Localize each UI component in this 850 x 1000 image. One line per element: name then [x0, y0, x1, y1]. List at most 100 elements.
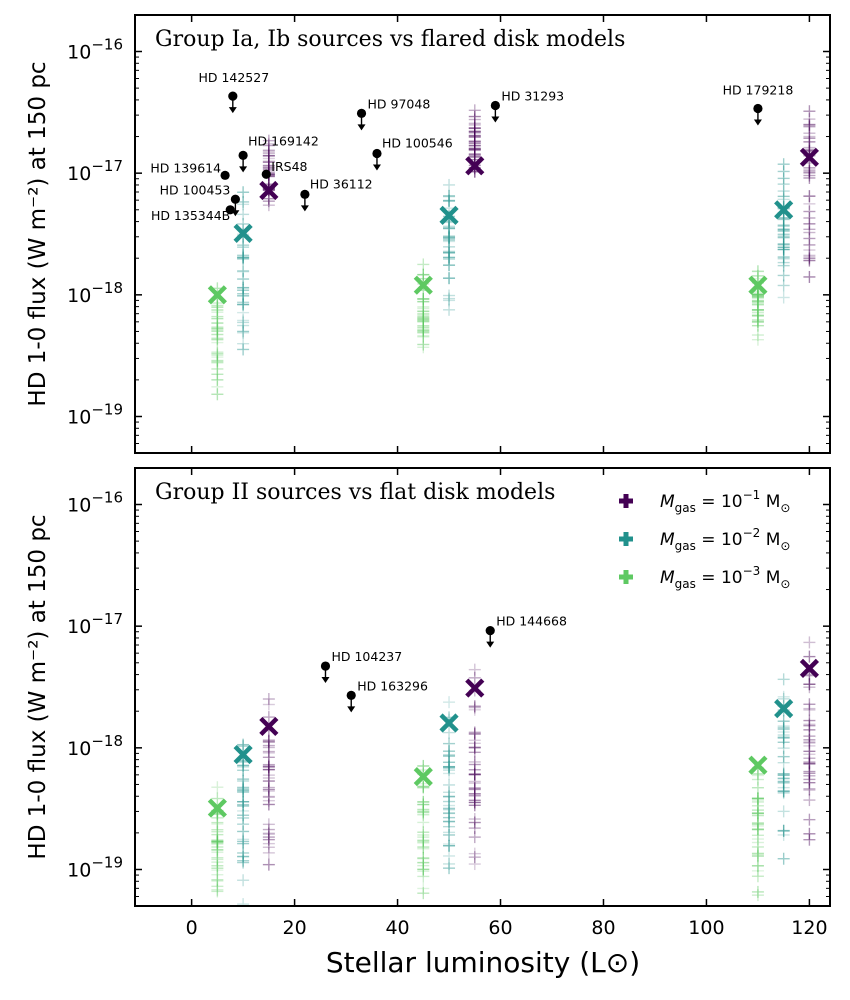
- model-point: [777, 223, 790, 236]
- model-point: [237, 846, 250, 859]
- model-point: [803, 730, 816, 743]
- model-point: [751, 792, 764, 805]
- model-point: [777, 731, 790, 744]
- upper-limit-arrowhead: [491, 116, 500, 123]
- model-point: [443, 790, 456, 803]
- source-label: HD 100546: [382, 136, 453, 151]
- model-point: [777, 213, 790, 226]
- model-point: [777, 243, 790, 256]
- model-point: [468, 135, 481, 148]
- model-point: [777, 279, 790, 292]
- model-point: [803, 166, 816, 179]
- model-point: [443, 802, 456, 815]
- model-point: [777, 243, 790, 256]
- model-point: [262, 823, 275, 836]
- model-point: [417, 326, 430, 339]
- model-point: [468, 734, 481, 747]
- model-point: [417, 805, 430, 818]
- model-point: [262, 760, 275, 773]
- model-point: [803, 226, 816, 239]
- model-point: [211, 355, 224, 368]
- model-point: [211, 836, 224, 849]
- model-point: [803, 113, 816, 126]
- model-point: [443, 786, 456, 799]
- model-point: [751, 889, 764, 902]
- model-point: [262, 155, 275, 168]
- model-point: [417, 831, 430, 844]
- model-point: [751, 288, 764, 301]
- model-point: [443, 246, 456, 259]
- model-point: [803, 698, 816, 711]
- model-point: [237, 837, 250, 850]
- model-point: [803, 773, 816, 786]
- model-point: [443, 259, 456, 272]
- model-point: [262, 144, 275, 157]
- model-point: [468, 789, 481, 802]
- model-point: [417, 324, 430, 337]
- model-point: [803, 769, 816, 782]
- model-point: [443, 811, 456, 824]
- model-point: [417, 302, 430, 315]
- model-point: [237, 198, 250, 211]
- legend-entry: Mgas = 10−1 M⊙: [619, 488, 790, 515]
- model-point: [262, 794, 275, 807]
- model-point: [237, 251, 250, 264]
- model-point: [417, 798, 430, 811]
- legend-entry: Mgas = 10−3 M⊙: [619, 564, 790, 591]
- model-point: [468, 143, 481, 156]
- model-point: [211, 835, 224, 848]
- model-point: [211, 833, 224, 846]
- model-point: [751, 297, 764, 310]
- model-point: [443, 272, 456, 285]
- model-point: [777, 767, 790, 780]
- model-point: [237, 800, 250, 813]
- model-point: [211, 362, 224, 375]
- model-point: [443, 799, 456, 812]
- model-point: [237, 306, 250, 319]
- model-point: [211, 818, 224, 831]
- model-point: [751, 816, 764, 829]
- model-point: [237, 298, 250, 311]
- model-point: [751, 319, 764, 332]
- model-point: [803, 767, 816, 780]
- model-point: [751, 823, 764, 836]
- source-point: [372, 148, 382, 159]
- model-point: [777, 291, 790, 304]
- x-axis-label: Stellar luminosity (L⊙): [326, 946, 640, 979]
- model-point: [211, 835, 224, 848]
- model-point: [211, 851, 224, 864]
- model-point: [417, 258, 430, 271]
- model-median-point: [233, 744, 253, 765]
- model-point: [777, 736, 790, 749]
- model-point: [443, 790, 456, 803]
- model-point: [237, 759, 250, 772]
- panel-group-ii: HD 104237 HD 163296 HD 144668 0 20 40 60 80 100 1…: [67, 467, 831, 939]
- source-hd-31293: HD 31293: [490, 88, 564, 123]
- model-point: [237, 284, 250, 297]
- model-point: [262, 149, 275, 162]
- model-point: [468, 663, 481, 676]
- source-label: HD 142527: [198, 70, 269, 85]
- model-point: [417, 314, 430, 327]
- model-point: [237, 265, 250, 278]
- model-median-point: [259, 716, 279, 736]
- model-point: [777, 238, 790, 251]
- model-point: [237, 835, 250, 848]
- model-point: [443, 764, 456, 777]
- model-point: [803, 163, 816, 176]
- model-point: [803, 718, 816, 731]
- model-point: [262, 145, 275, 158]
- model-point: [237, 326, 250, 339]
- model-point: [211, 880, 224, 893]
- model-point: [803, 813, 816, 826]
- model-point: [777, 690, 790, 703]
- model-point: [417, 816, 430, 829]
- model-point: [262, 192, 275, 205]
- x-tick-label: 20: [282, 917, 306, 939]
- model-point: [751, 773, 764, 786]
- model-point: [468, 113, 481, 126]
- model-point: [751, 287, 764, 300]
- upper-limit-arrowhead: [486, 641, 495, 648]
- model-point: [803, 723, 816, 736]
- plot-frame: [134, 14, 831, 454]
